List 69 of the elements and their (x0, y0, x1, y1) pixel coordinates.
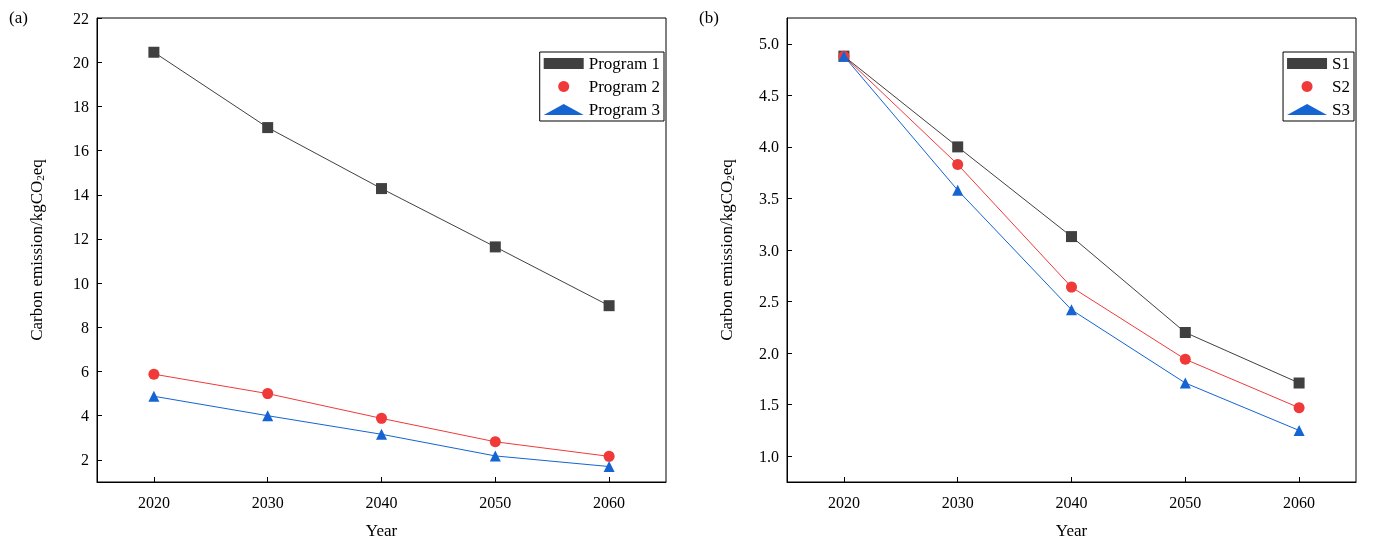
point (952, 184, 964, 196)
point (1293, 377, 1305, 389)
y-tick-label: 20 (73, 53, 89, 71)
point (262, 388, 274, 400)
legend-label: Program 2 (588, 77, 660, 96)
y-tick-label: 12 (73, 230, 89, 248)
point (1293, 402, 1305, 414)
legend-label: S3 (1332, 100, 1351, 119)
x-tick-label: 2060 (593, 493, 626, 511)
y-tick-label: 2 (81, 451, 89, 469)
legend-label: Program 3 (588, 100, 660, 119)
point (1066, 231, 1077, 243)
point (603, 450, 615, 462)
point (148, 390, 160, 402)
y-axis-title: Carbon emission/kgCO2eq (717, 158, 736, 341)
y-tick-label: 2.5 (759, 293, 779, 311)
point (603, 300, 615, 312)
legend-label: Program 1 (588, 54, 660, 73)
x-tick-label: 2040 (1055, 493, 1088, 511)
x-tick-label: 2020 (827, 493, 860, 511)
point (489, 241, 501, 253)
point (1179, 377, 1191, 389)
y-tick-label: 14 (73, 186, 89, 204)
y-tick-label: 18 (73, 97, 89, 115)
point (376, 183, 387, 195)
y-tick-label: 16 (73, 142, 89, 160)
point (148, 368, 160, 380)
legend-label: S1 (1332, 54, 1351, 73)
y-tick-label: 4.5 (759, 86, 779, 104)
point (148, 46, 160, 58)
y-tick-label: 5.0 (759, 35, 779, 53)
y-tick-label: 2.0 (759, 344, 779, 362)
y-tick-label: 3.5 (759, 189, 779, 207)
point (489, 436, 501, 448)
point (376, 428, 387, 440)
x-axis-title: Year (1055, 521, 1088, 540)
y-tick-label: 10 (73, 274, 89, 292)
point (1293, 424, 1305, 436)
point (262, 410, 274, 422)
point (603, 461, 615, 473)
x-tick-label: 2060 (1283, 493, 1316, 511)
point (1066, 281, 1077, 293)
chart-title: (a) (9, 8, 28, 27)
x-tick-label: 2020 (137, 493, 170, 511)
x-tick-label: 2050 (1169, 493, 1202, 511)
x-tick-label: 2030 (941, 493, 974, 511)
x-axis-title: Year (365, 521, 398, 540)
point (489, 450, 501, 462)
point (376, 412, 387, 424)
y-tick-label: 3.0 (759, 241, 779, 259)
chart-title: (b) (699, 8, 719, 27)
y-tick-label: 1.5 (759, 396, 779, 414)
point (952, 141, 964, 153)
x-tick-label: 2050 (479, 493, 512, 511)
y-tick-label: 1.0 (759, 447, 779, 465)
y-tick-label: 4.0 (759, 138, 779, 156)
point (1066, 304, 1077, 316)
x-tick-label: 2030 (251, 493, 284, 511)
legend-label: S2 (1332, 77, 1351, 96)
y-tick-label: 4 (81, 407, 89, 425)
y-axis-title: Carbon emission/kgCO2eq (27, 158, 46, 341)
point (1179, 353, 1191, 365)
y-tick-label: 8 (81, 318, 89, 336)
point (262, 122, 274, 134)
y-tick-label: 22 (73, 9, 89, 27)
x-tick-label: 2040 (365, 493, 398, 511)
y-tick-label: 6 (81, 363, 89, 381)
point (1179, 326, 1191, 338)
point (952, 158, 964, 170)
